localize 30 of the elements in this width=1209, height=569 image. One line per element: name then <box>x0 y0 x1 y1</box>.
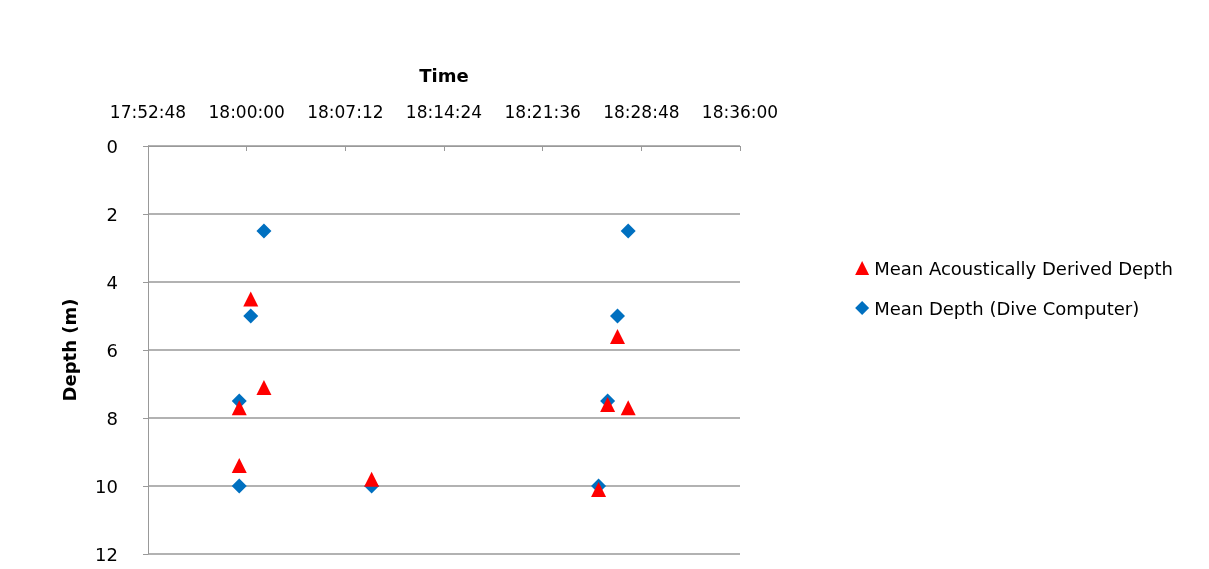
x-axis-title: Time <box>419 64 469 86</box>
x-tick-label: 18:36:00 <box>701 101 779 122</box>
y-tick-label: 4 <box>106 271 118 293</box>
y-axis-title: Depth (m) <box>58 298 80 402</box>
point <box>243 291 259 307</box>
y-tick-label: 0 <box>106 135 118 157</box>
point <box>609 328 625 344</box>
x-tick-label: 18:14:24 <box>405 101 483 122</box>
x-tick-label: 17:52:48 <box>109 101 187 122</box>
x-tick-label: 18:21:36 <box>504 101 581 122</box>
point <box>231 400 247 416</box>
x-tick-label: 18:28:48 <box>603 101 680 122</box>
x-tick-label: 18:07:12 <box>307 101 384 122</box>
point <box>609 308 625 324</box>
point <box>231 458 247 474</box>
y-tick-label: 2 <box>106 203 118 225</box>
point <box>620 400 636 416</box>
y-tick-label: 12 <box>95 543 118 565</box>
point <box>231 478 247 494</box>
y-tick-label: 6 <box>106 339 118 361</box>
point <box>364 471 380 487</box>
x-tick-label: 18:00:00 <box>208 101 285 122</box>
legend-label: Mean Depth (Dive Computer) <box>874 297 1140 319</box>
point <box>243 308 259 324</box>
y-tick-label: 8 <box>106 407 118 429</box>
y-tick-label: 10 <box>95 475 118 497</box>
point <box>256 223 272 239</box>
legend-label: Mean Acoustically Derived Depth <box>874 257 1173 279</box>
point <box>620 223 636 239</box>
point <box>256 379 272 395</box>
